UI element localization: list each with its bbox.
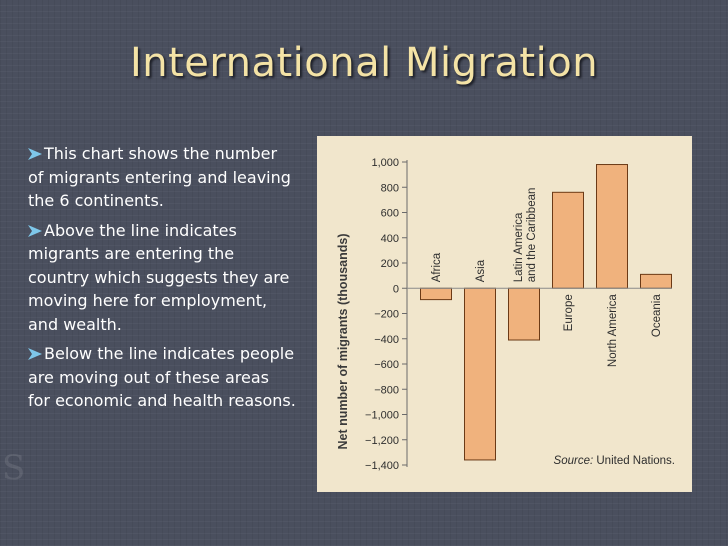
category-label-line: and the Caribbean: [526, 188, 538, 283]
arrow-bullet-icon: [28, 224, 42, 237]
category-label-line: Latin America: [513, 212, 525, 282]
category-label: Latin America and the Caribbean: [513, 188, 538, 283]
y-tick-label: −200: [374, 309, 399, 321]
y-tick-label: 200: [381, 258, 399, 270]
y-axis-label: Net number of migrants (thousands): [336, 234, 350, 450]
category-label: North America: [607, 294, 619, 367]
bullet-text: Below the line indicates people are movi…: [28, 344, 296, 410]
source-note: Source: United Nations.: [554, 455, 675, 467]
bullet-text: This chart shows the number of migrants …: [28, 144, 291, 210]
category-label-line: Asia: [475, 259, 487, 282]
y-tick-label: 0: [393, 283, 399, 295]
bullet-item: This chart shows the number of migrants …: [28, 142, 296, 213]
y-tick-label: −1,000: [365, 410, 399, 422]
bar: [596, 164, 628, 289]
arrow-bullet-icon: [28, 348, 42, 360]
category-label-line: North America: [607, 294, 619, 367]
bullet-item: Below the line indicates people are movi…: [28, 342, 296, 413]
migration-chart: Net number of migrants (thousands) 1,000 8…: [317, 136, 692, 492]
y-tick-label: −400: [374, 334, 399, 346]
bar: [640, 273, 672, 289]
y-tick-label: −1,200: [365, 435, 399, 447]
slide-title: International Migration: [129, 40, 599, 86]
source-text: United Nations.: [596, 455, 675, 467]
category-label-line: Oceania: [651, 294, 663, 337]
bullet-list: This chart shows the number of migrants …: [28, 142, 296, 419]
y-tick-label: −600: [374, 359, 399, 371]
y-tick-label: 800: [381, 182, 399, 194]
bar: [508, 287, 540, 341]
background-watermark: S: [2, 448, 26, 488]
y-tick-label: 600: [381, 208, 399, 220]
bar: [420, 287, 452, 301]
y-tick-label: −800: [374, 384, 399, 396]
category-label: Europe: [563, 294, 575, 331]
y-tick-label: 1,000: [371, 157, 399, 169]
y-tick-label: 400: [381, 233, 399, 245]
chart-svg: Net number of migrants (thousands) 1,000 8…: [336, 157, 675, 472]
y-tick-label: −1,400: [365, 460, 399, 472]
category-label: Asia: [475, 259, 487, 282]
category-label: Africa: [431, 252, 443, 282]
category-label: Oceania: [651, 294, 663, 337]
bar: [464, 287, 496, 461]
bar: [552, 191, 584, 289]
bullet-text: Above the line indicates migrants are en…: [28, 220, 290, 334]
source-label: Source:: [554, 455, 597, 467]
category-label-line: Africa: [431, 252, 443, 282]
category-label-line: Europe: [563, 294, 575, 331]
arrow-bullet-icon: [28, 148, 42, 160]
bullet-item: Above the line indicates migrants are en…: [28, 219, 296, 337]
